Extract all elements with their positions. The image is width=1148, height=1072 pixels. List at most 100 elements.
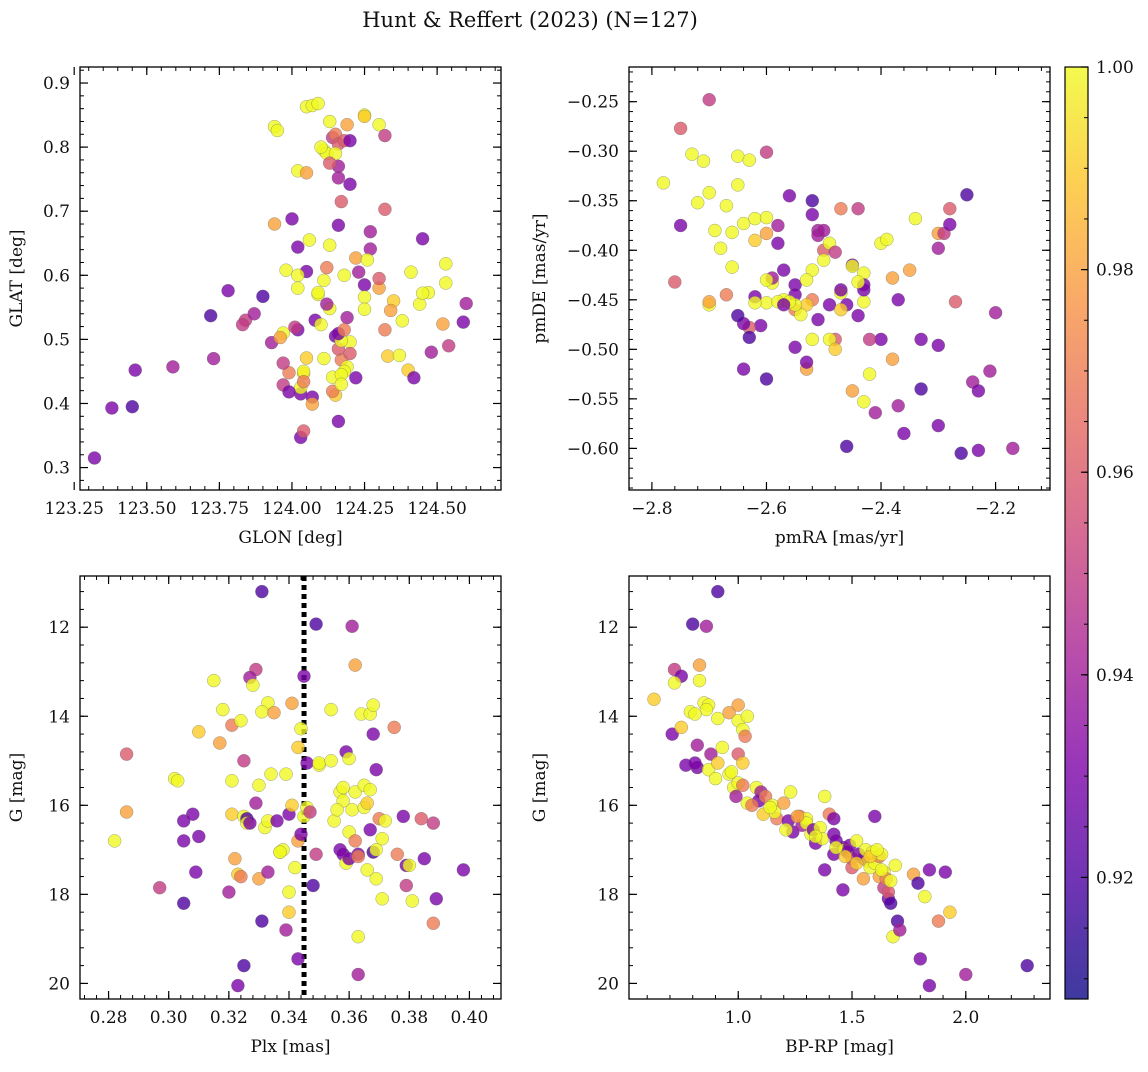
data-point <box>874 863 889 877</box>
data-point <box>874 332 888 347</box>
data-point <box>731 178 745 192</box>
data-point <box>436 317 450 331</box>
data-point <box>170 774 185 788</box>
y-tick-label: 14 <box>48 707 70 727</box>
data-point <box>306 878 320 893</box>
data-point <box>340 117 354 132</box>
colorbar-tick-label: 0.92 <box>1096 868 1134 888</box>
data-point <box>713 241 728 256</box>
data-point <box>771 218 785 233</box>
data-point <box>166 360 180 374</box>
data-point <box>805 193 820 208</box>
data-point <box>748 296 762 310</box>
data-point <box>285 798 299 813</box>
data-point <box>330 803 344 817</box>
data-point <box>891 399 905 413</box>
x-tick-label: −2.6 <box>746 499 787 519</box>
data-point <box>206 351 221 366</box>
data-point <box>267 705 281 720</box>
x-tick-label: 123.25 <box>44 499 103 519</box>
data-point <box>343 346 357 361</box>
data-point <box>943 201 957 216</box>
data-point <box>317 273 331 288</box>
data-point <box>415 286 430 300</box>
data-point <box>805 207 820 222</box>
data-point <box>742 330 757 345</box>
data-point <box>390 847 405 862</box>
data-point <box>736 362 751 376</box>
data-point <box>276 356 290 370</box>
x-tick-label: 2.0 <box>952 1008 979 1028</box>
data-point <box>868 809 882 824</box>
panel-pmra-pmde: −2.8 −2.6 −2.4 −2.2 −0.60 −0.55 −0.50 −0.45 −0.4… <box>530 66 1051 548</box>
data-point <box>279 767 293 781</box>
data-point <box>351 265 366 279</box>
data-point <box>255 914 269 928</box>
data-point <box>914 382 928 396</box>
data-point <box>722 705 736 720</box>
data-point <box>959 967 973 982</box>
x-tick-label: 1.0 <box>725 1008 752 1028</box>
data-point <box>897 426 911 441</box>
data-point <box>839 439 854 454</box>
data-point <box>273 330 288 345</box>
data-point <box>943 905 957 919</box>
data-point <box>291 281 305 295</box>
data-point <box>128 363 142 377</box>
data-point <box>857 395 871 409</box>
y-tick-label: −0.25 <box>567 93 619 113</box>
data-point <box>759 226 774 241</box>
data-point <box>902 263 917 277</box>
y-tick-label: 16 <box>597 796 619 816</box>
axes-frame <box>628 575 1051 1000</box>
data-point <box>851 308 865 323</box>
data-point <box>311 285 325 300</box>
data-point <box>87 451 102 465</box>
data-point <box>699 619 714 634</box>
data-point <box>816 253 831 267</box>
data-point <box>119 805 134 819</box>
data-point <box>369 843 383 857</box>
x-tick-label: 124.50 <box>407 499 466 519</box>
data-point <box>971 443 986 458</box>
x-tick-label: 0.30 <box>150 1008 188 1028</box>
data-point <box>790 809 805 824</box>
x-axis-label: BP-RP [mag] <box>785 1037 894 1057</box>
data-point <box>186 807 200 821</box>
data-point <box>783 785 798 799</box>
data-point <box>828 245 842 259</box>
data-point <box>357 278 372 292</box>
data-point <box>731 149 745 163</box>
data-point <box>300 756 314 770</box>
data-point <box>736 778 750 793</box>
data-point <box>351 929 365 944</box>
data-point <box>715 740 730 755</box>
data-point <box>911 876 925 890</box>
data-point <box>708 223 722 238</box>
data-point <box>719 288 734 302</box>
data-point <box>805 332 820 347</box>
data-point <box>324 702 338 717</box>
data-point <box>827 811 841 826</box>
data-point <box>456 315 471 329</box>
data-point <box>719 198 734 213</box>
y-tick-label: 0.4 <box>43 394 70 414</box>
data-point <box>799 273 814 287</box>
data-point <box>753 318 768 333</box>
data-point <box>255 705 269 719</box>
data-point <box>690 195 705 210</box>
data-point <box>340 310 354 325</box>
data-point <box>699 702 714 717</box>
data-point <box>291 268 305 283</box>
data-point <box>851 275 865 289</box>
data-point <box>309 847 323 862</box>
data-point <box>303 805 317 819</box>
colorbar-tick-label: 0.96 <box>1096 463 1134 483</box>
y-tick-label: −0.40 <box>567 241 619 261</box>
data-point <box>375 892 389 906</box>
data-point <box>960 188 974 202</box>
data-point <box>331 218 346 233</box>
y-tick-label: −0.55 <box>567 390 619 410</box>
data-point <box>688 707 702 721</box>
data-point <box>234 869 248 884</box>
